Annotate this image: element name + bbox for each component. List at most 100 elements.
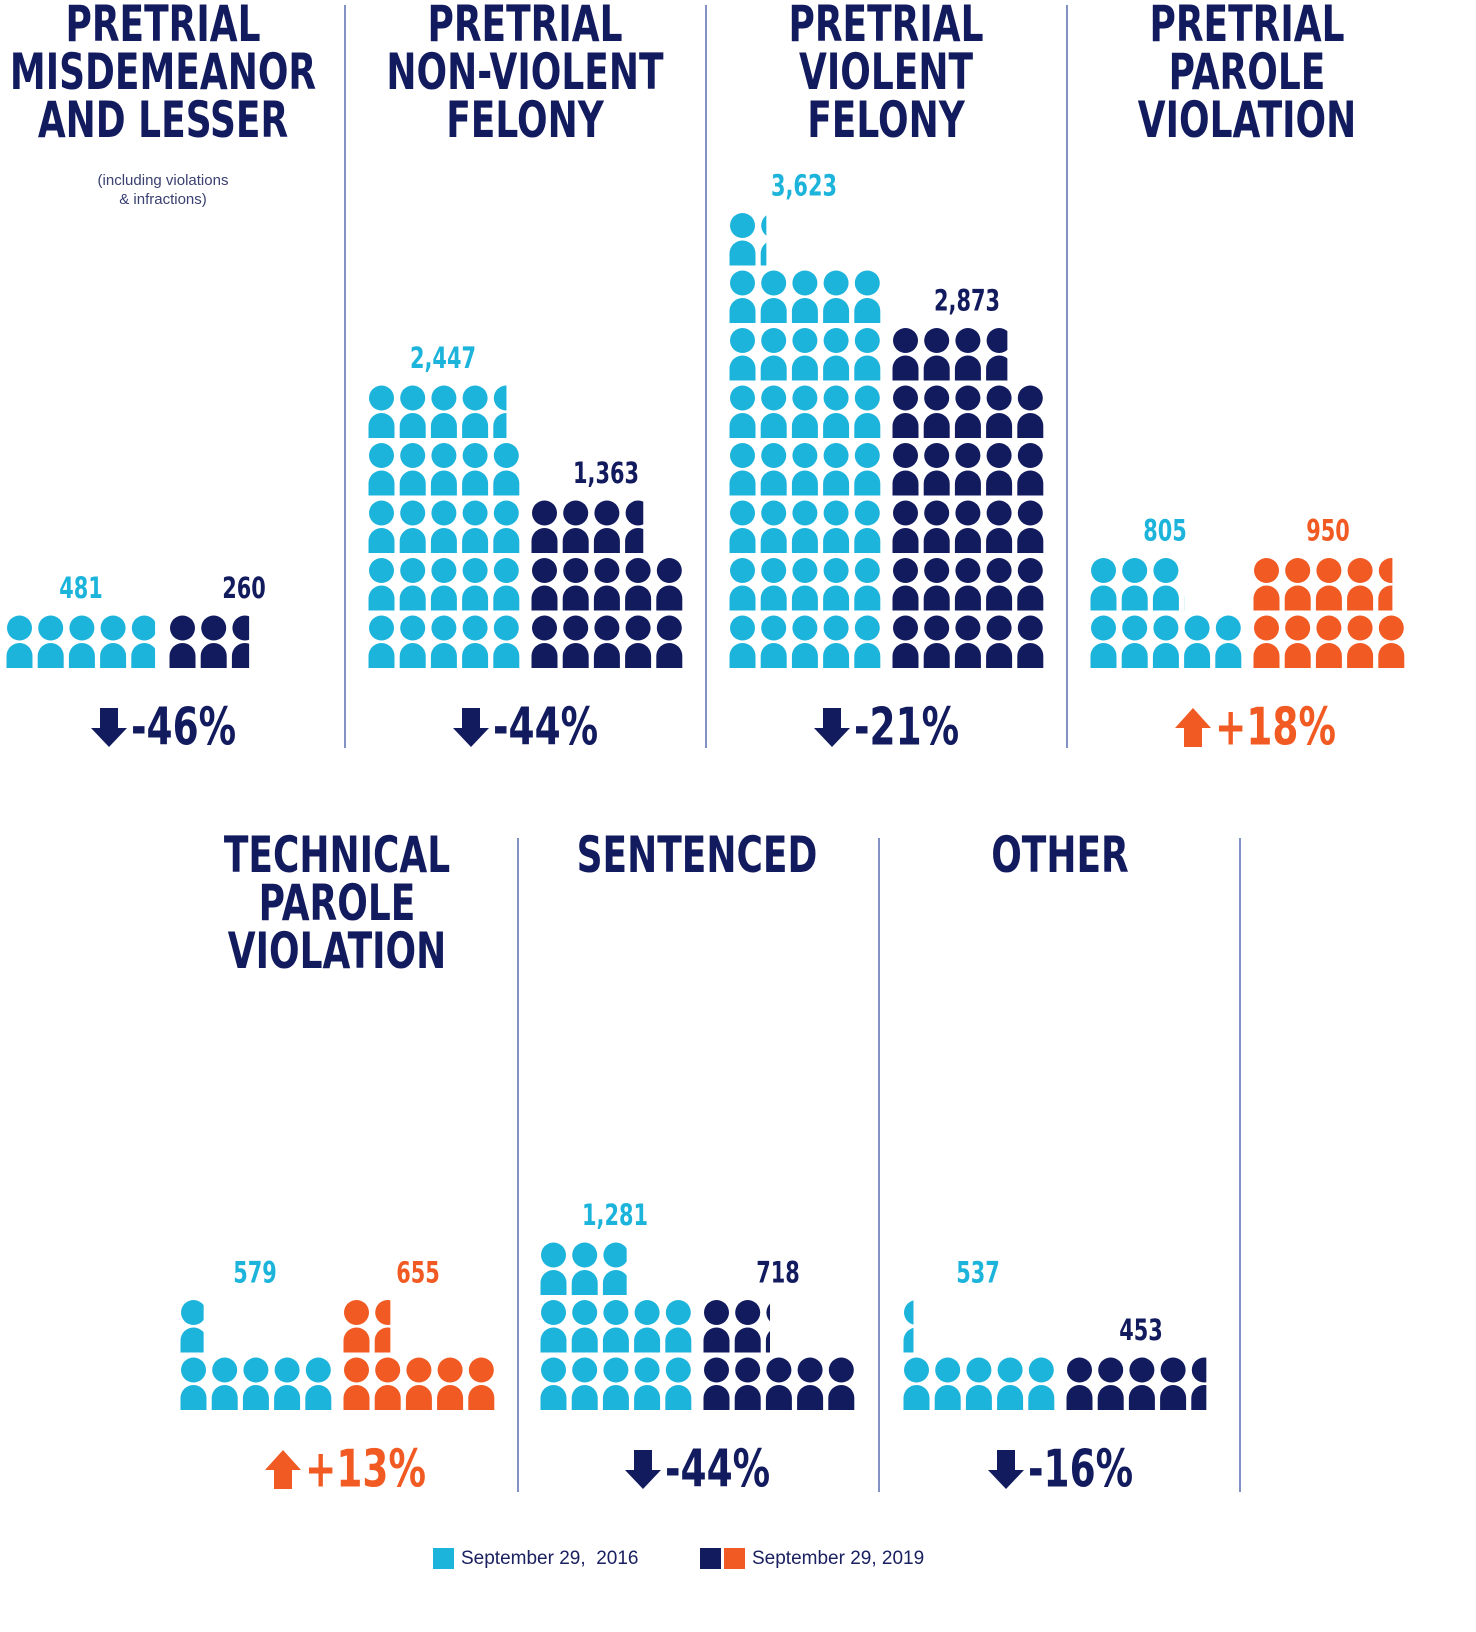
icon-head xyxy=(704,1357,729,1383)
icon-body xyxy=(729,528,756,553)
value-label: 2,447 xyxy=(410,342,476,375)
icon-head xyxy=(823,500,849,526)
icon-head xyxy=(854,385,880,411)
person-icon xyxy=(368,500,395,553)
person-icon xyxy=(462,443,489,496)
icon-head xyxy=(462,500,488,526)
icon-body xyxy=(729,585,756,611)
icon-head xyxy=(1378,558,1393,583)
person-icon xyxy=(1284,558,1311,611)
icon-head xyxy=(955,443,981,468)
person-icon xyxy=(703,1357,730,1410)
value-label: 655 xyxy=(396,1256,440,1289)
icon-head xyxy=(792,385,818,411)
person-icon xyxy=(399,558,426,611)
icon-head xyxy=(462,558,488,583)
icon-head xyxy=(1153,615,1179,641)
icon-body xyxy=(765,1385,792,1410)
person-icon xyxy=(986,443,1013,496)
icon-body xyxy=(368,528,395,553)
icon-body xyxy=(734,1327,761,1353)
icon-body xyxy=(1184,597,1185,611)
icon-head xyxy=(730,443,755,468)
change-label: -16% xyxy=(1028,1438,1133,1499)
icon-body xyxy=(892,470,919,496)
icon-head xyxy=(201,615,227,641)
icon-body xyxy=(68,643,95,668)
icon-body xyxy=(242,1385,269,1410)
icon-head xyxy=(854,615,880,641)
person-icon xyxy=(986,385,1013,438)
icon-head xyxy=(1017,500,1043,526)
icon-body xyxy=(1017,413,1044,438)
icon-body xyxy=(399,643,426,668)
value-label: 453 xyxy=(1119,1314,1163,1347)
icon-body xyxy=(1152,585,1179,611)
icon-body xyxy=(374,1385,401,1410)
person-icon xyxy=(562,500,589,553)
icon-body xyxy=(1017,642,1044,668)
icon-body xyxy=(923,355,950,381)
icon-body xyxy=(1315,643,1342,668)
icon-body xyxy=(634,1327,661,1353)
icon-body xyxy=(462,528,489,553)
icon-body xyxy=(1160,1385,1187,1410)
panel-title: OTHER xyxy=(991,827,1129,884)
person-icon xyxy=(593,615,620,668)
icon-body xyxy=(1253,585,1280,611)
person-icon xyxy=(765,1357,792,1410)
icon-head xyxy=(468,1357,494,1383)
person-icon xyxy=(1253,615,1280,668)
icon-head xyxy=(1378,615,1404,641)
person-icon xyxy=(823,558,850,611)
person-icon xyxy=(540,1242,567,1295)
value-label: 1,363 xyxy=(573,457,639,490)
icon-group xyxy=(1090,558,1242,668)
icon-head xyxy=(431,443,457,468)
panel-title: NON-VIOLENT xyxy=(386,44,663,101)
icon-body xyxy=(602,1385,629,1410)
icon-body xyxy=(729,355,756,381)
panel-title: TECHNICAL xyxy=(224,827,450,884)
icon-head xyxy=(532,615,557,641)
icon-head xyxy=(854,558,880,583)
icon-body xyxy=(1347,585,1374,611)
icon-group xyxy=(6,615,156,668)
icon-body xyxy=(954,470,981,496)
person-icon xyxy=(1017,500,1044,553)
icon-head xyxy=(625,500,644,526)
icon-group xyxy=(903,1300,1055,1410)
icon-head xyxy=(344,1300,369,1325)
icon-head xyxy=(761,270,787,296)
value-label: 1,281 xyxy=(582,1199,648,1232)
icon-body xyxy=(531,585,558,611)
person-icon xyxy=(593,500,620,553)
person-icon xyxy=(1347,615,1374,668)
person-icon xyxy=(1315,558,1342,611)
icon-body xyxy=(399,585,426,611)
icon-body xyxy=(180,1385,207,1410)
icon-body xyxy=(791,355,818,381)
person-icon xyxy=(531,500,558,553)
icon-head xyxy=(730,500,755,526)
person-icon xyxy=(791,615,818,668)
person-icon xyxy=(602,1242,627,1295)
person-icon xyxy=(854,558,881,611)
person-icon xyxy=(274,1357,301,1410)
icon-head xyxy=(730,270,755,296)
icon-head xyxy=(462,443,488,468)
icon-body xyxy=(760,470,787,496)
icon-body xyxy=(305,1385,332,1410)
icon-head xyxy=(823,270,849,296)
icon-head xyxy=(854,443,880,468)
icon-body xyxy=(703,1327,730,1353)
icon-body xyxy=(892,528,919,553)
icon-head xyxy=(924,443,950,468)
icon-head xyxy=(1067,1357,1092,1383)
icon-head xyxy=(1091,615,1116,641)
person-icon xyxy=(1184,615,1211,668)
icon-group xyxy=(180,1300,332,1410)
person-icon xyxy=(571,1357,598,1410)
panel-title: AND LESSER xyxy=(38,92,288,149)
person-icon xyxy=(760,215,767,266)
